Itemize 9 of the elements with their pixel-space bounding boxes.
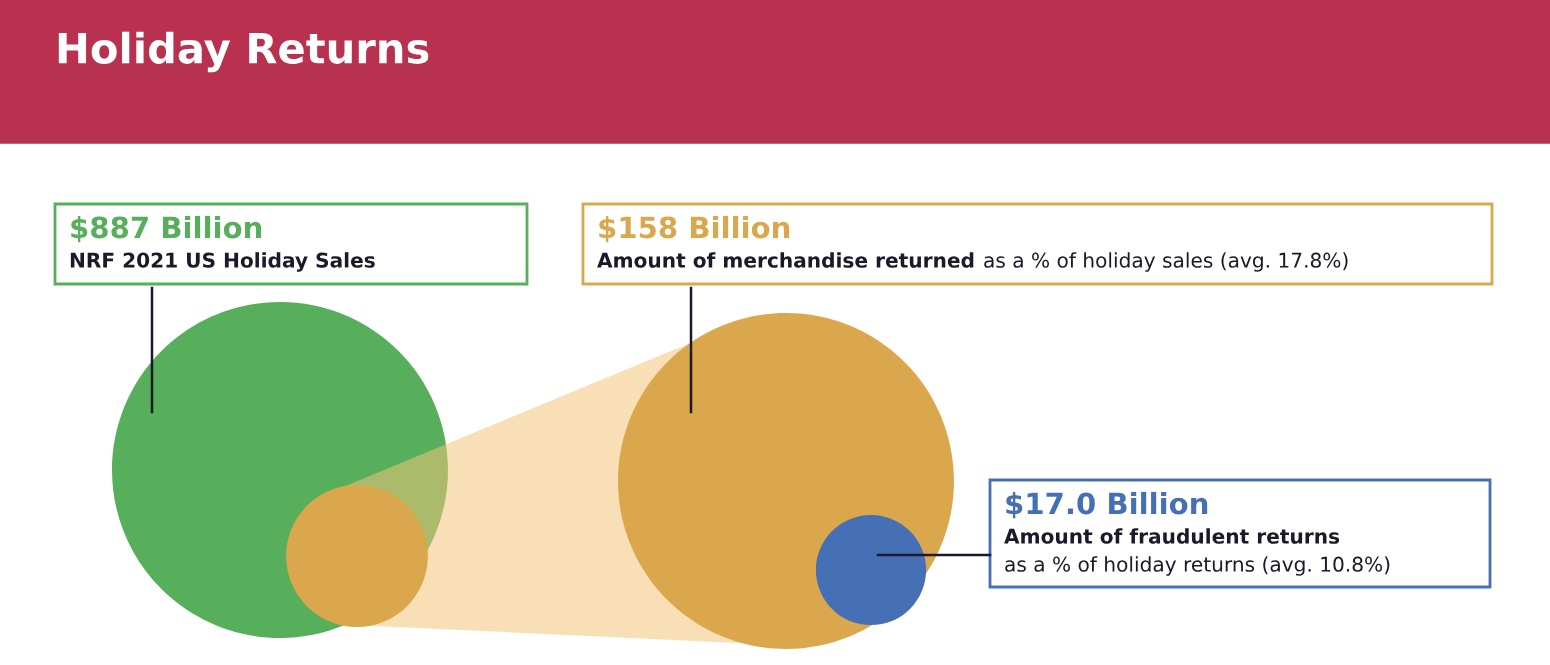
text: as a % of holiday sales (avg. 17.8%) (984, 252, 1348, 272)
data-label: $158 Billion (599, 215, 790, 243)
category-label: NRF 2021 US Holiday Sales (70, 252, 375, 272)
text: as a % of holiday returns (avg. 10.8%) (1005, 556, 1390, 576)
data-label: $17.0 Billion (1006, 491, 1208, 519)
category-label: Amount of merchandise returned (597, 252, 974, 268)
category-label: Amount of fraudulent returns (1004, 528, 1340, 544)
text: Holiday Returns (58, 31, 429, 73)
data-label: $887 Billion (71, 215, 262, 243)
